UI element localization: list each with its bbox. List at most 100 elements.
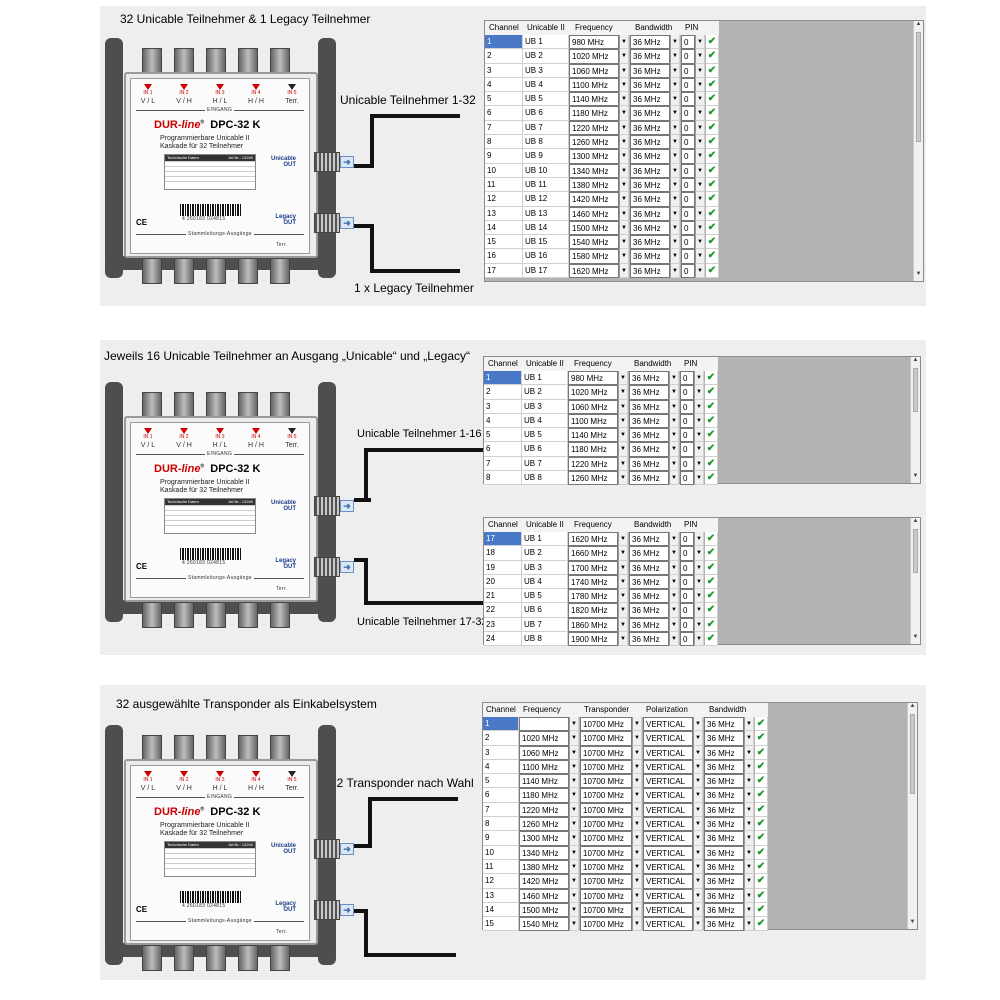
value-combobox[interactable]: 0 [681,220,695,236]
table-row[interactable]: 10 UB 10 1340 MHz ▼ 36 MHz ▼ 0 ▼ ✔ [485,163,719,178]
scroll-up-icon[interactable]: ▲ [912,357,919,363]
value-combobox[interactable]: 10700 MHz [580,788,632,803]
value-combobox[interactable]: 36 MHz [629,413,669,429]
value-combobox[interactable]: 36 MHz [629,456,669,472]
value-combobox[interactable]: 1020 MHz [569,49,619,64]
value-combobox[interactable]: 0 [681,77,695,93]
chevron-down-icon[interactable]: ▼ [669,632,679,647]
chevron-down-icon[interactable]: ▼ [695,92,705,107]
chevron-down-icon[interactable]: ▼ [632,845,642,860]
chevron-down-icon[interactable]: ▼ [694,399,704,414]
value-combobox[interactable]: 10700 MHz [580,845,632,860]
value-combobox[interactable]: 36 MHz [629,442,669,457]
chevron-down-icon[interactable]: ▼ [618,632,628,647]
value-combobox[interactable]: 1180 MHz [568,442,618,457]
value-combobox[interactable]: 1620 MHz [569,263,619,279]
value-combobox[interactable]: VERTICAL [643,788,693,803]
chevron-down-icon[interactable]: ▼ [744,731,754,746]
table-row[interactable]: 11 UB 11 1380 MHz ▼ 36 MHz ▼ 0 ▼ ✔ [485,177,719,193]
value-combobox[interactable]: 36 MHz [629,574,669,590]
table-row[interactable]: 16 UB 16 1580 MHz ▼ 36 MHz ▼ 0 ▼ ✔ [485,249,719,264]
value-combobox[interactable]: VERTICAL [643,888,693,903]
chevron-down-icon[interactable]: ▼ [694,617,704,633]
chevron-down-icon[interactable]: ▼ [618,413,628,429]
chevron-down-icon[interactable]: ▼ [569,817,579,832]
value-combobox[interactable]: 1340 MHz [519,845,569,860]
value-combobox[interactable]: 0 [680,603,694,618]
value-combobox[interactable]: 0 [681,163,695,178]
value-combobox[interactable]: 36 MHz [629,532,669,547]
chevron-down-icon[interactable]: ▼ [694,603,704,618]
value-combobox[interactable]: 1820 MHz [568,603,618,618]
chevron-down-icon[interactable]: ▼ [694,442,704,457]
value-combobox[interactable]: 0 [681,263,695,279]
chevron-down-icon[interactable]: ▼ [744,802,754,818]
table-row[interactable]: 13 1460 MHz ▼ 10700 MHz ▼ VERTICAL ▼ 36 MHz ▼ ✔ [483,888,768,903]
chevron-down-icon[interactable]: ▼ [744,774,754,789]
value-combobox[interactable]: 36 MHz [704,774,744,789]
chevron-down-icon[interactable]: ▼ [632,917,642,932]
chevron-down-icon[interactable]: ▼ [619,35,629,50]
value-combobox[interactable]: 1060 MHz [568,399,618,414]
table-row[interactable]: 10 1340 MHz ▼ 10700 MHz ▼ VERTICAL ▼ 36 MHz ▼ ✔ [483,845,768,860]
chevron-down-icon[interactable]: ▼ [670,106,680,121]
chevron-down-icon[interactable]: ▼ [694,471,704,486]
value-combobox[interactable]: 0 [680,442,694,457]
chevron-down-icon[interactable]: ▼ [669,603,679,618]
value-combobox[interactable]: 36 MHz [630,163,670,178]
chevron-down-icon[interactable]: ▼ [619,263,629,279]
table-row[interactable]: 4 1100 MHz ▼ 10700 MHz ▼ VERTICAL ▼ 36 MHz ▼ ✔ [483,759,768,775]
chevron-down-icon[interactable]: ▼ [695,192,705,207]
chevron-down-icon[interactable]: ▼ [695,120,705,136]
table-row[interactable]: 3 1060 MHz ▼ 10700 MHz ▼ VERTICAL ▼ 36 MHz ▼ ✔ [483,745,768,760]
table-row[interactable]: 15 UB 15 1540 MHz ▼ 36 MHz ▼ 0 ▼ ✔ [485,235,719,250]
scroll-down-icon[interactable]: ▼ [909,919,916,925]
chevron-down-icon[interactable]: ▼ [670,220,680,236]
table-row[interactable]: 21 UB 5 1780 MHz ▼ 36 MHz ▼ 0 ▼ ✔ [484,589,718,604]
value-combobox[interactable]: 0 [680,589,694,604]
chevron-down-icon[interactable]: ▼ [670,35,680,50]
chevron-down-icon[interactable]: ▼ [619,206,629,221]
value-combobox[interactable]: 0 [680,532,694,547]
value-combobox[interactable]: 0 [681,235,695,250]
chevron-down-icon[interactable]: ▼ [632,788,642,803]
chevron-down-icon[interactable]: ▼ [669,371,679,386]
value-combobox[interactable]: 10700 MHz [580,917,632,932]
value-combobox[interactable]: 36 MHz [629,546,669,561]
table-row[interactable]: 12 UB 12 1420 MHz ▼ 36 MHz ▼ 0 ▼ ✔ [485,192,719,207]
chevron-down-icon[interactable]: ▼ [669,413,679,429]
value-combobox[interactable]: 1460 MHz [519,888,569,903]
value-combobox[interactable]: 10700 MHz [580,802,632,818]
value-combobox[interactable]: 36 MHz [630,35,670,50]
value-combobox[interactable]: 0 [680,385,694,400]
table-row[interactable]: 17 UB 17 1620 MHz ▼ 36 MHz ▼ 0 ▼ ✔ [485,263,719,279]
chevron-down-icon[interactable]: ▼ [619,49,629,64]
chevron-down-icon[interactable]: ▼ [569,831,579,846]
chevron-down-icon[interactable]: ▼ [693,845,703,860]
chevron-down-icon[interactable]: ▼ [693,859,703,875]
table-row[interactable]: 18 UB 2 1660 MHz ▼ 36 MHz ▼ 0 ▼ ✔ [484,546,718,561]
value-combobox[interactable]: 10700 MHz [580,817,632,832]
value-combobox[interactable]: VERTICAL [643,902,693,918]
value-combobox[interactable]: 1340 MHz [569,163,619,178]
table-row[interactable]: 13 UB 13 1460 MHz ▼ 36 MHz ▼ 0 ▼ ✔ [485,206,719,221]
table-row[interactable]: 23 UB 7 1860 MHz ▼ 36 MHz ▼ 0 ▼ ✔ [484,617,718,633]
chevron-down-icon[interactable]: ▼ [744,902,754,918]
table-row[interactable]: 5 1140 MHz ▼ 10700 MHz ▼ VERTICAL ▼ 36 MHz ▼ ✔ [483,774,768,789]
chevron-down-icon[interactable]: ▼ [695,106,705,121]
value-combobox[interactable]: 36 MHz [630,149,670,164]
value-combobox[interactable]: 36 MHz [629,371,669,386]
value-combobox[interactable]: 36 MHz [704,817,744,832]
chevron-down-icon[interactable]: ▼ [569,859,579,875]
value-combobox[interactable]: 1020 MHz [519,731,569,746]
value-combobox[interactable]: 1060 MHz [569,63,619,78]
scroll-down-icon[interactable]: ▼ [912,634,919,640]
value-combobox[interactable]: 1540 MHz [519,917,569,932]
table-row[interactable]: 1 980 MHz ▼ 10700 MHz ▼ VERTICAL ▼ 36 MHz ▼ ✔ [483,717,768,732]
value-combobox[interactable]: 10700 MHz [580,859,632,875]
chevron-down-icon[interactable]: ▼ [693,788,703,803]
table-row[interactable]: 11 1380 MHz ▼ 10700 MHz ▼ VERTICAL ▼ 36 MHz ▼ ✔ [483,859,768,875]
value-combobox[interactable]: 36 MHz [630,249,670,264]
table-row[interactable]: 4 UB 4 1100 MHz ▼ 36 MHz ▼ 0 ▼ ✔ [485,77,719,93]
chevron-down-icon[interactable]: ▼ [694,632,704,647]
